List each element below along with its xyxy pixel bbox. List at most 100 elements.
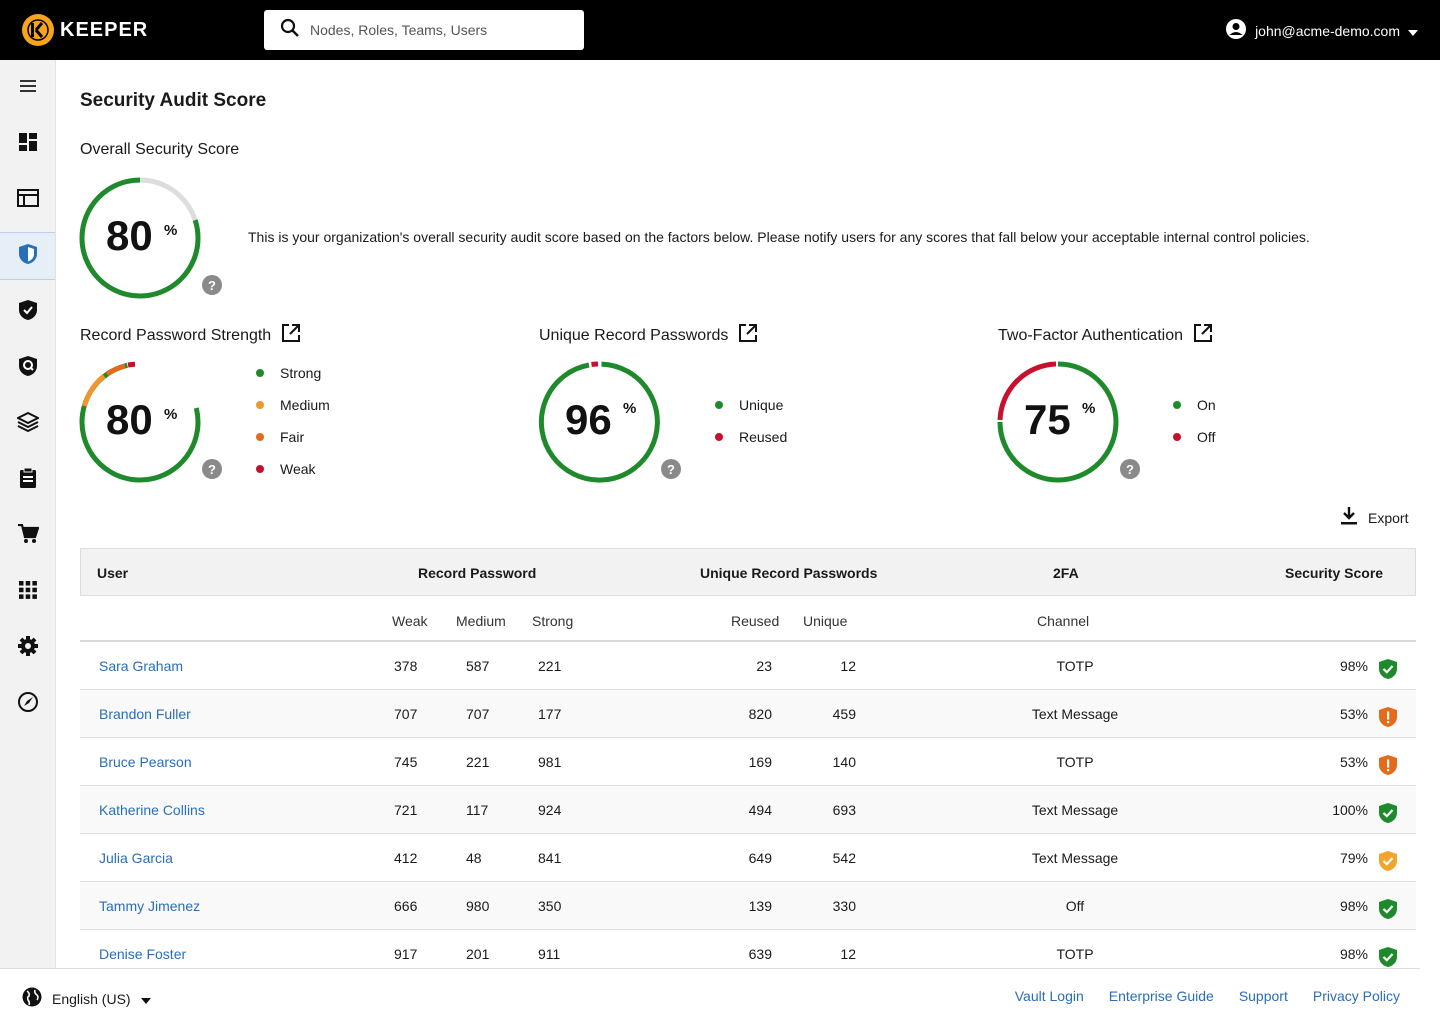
sidebar-item-compliance[interactable] xyxy=(0,344,55,392)
sidebar-item-admin[interactable] xyxy=(0,176,55,224)
export-label: Export xyxy=(1368,509,1409,526)
cell-medium: 587 xyxy=(466,658,490,674)
percent-symbol: % xyxy=(164,222,178,239)
keeper-logo[interactable]: KEEPER xyxy=(22,13,148,47)
users-security-table: User Record Password Unique Record Passw… xyxy=(80,548,1416,978)
cell-medium: 201 xyxy=(466,946,490,962)
user-account-menu[interactable]: john@acme-demo.com xyxy=(1225,18,1418,43)
legend-item: Off xyxy=(1173,421,1216,453)
sidebar-item-cart[interactable] xyxy=(0,512,55,560)
card-title-text: Unique Record Passwords xyxy=(539,326,729,344)
col-unique[interactable]: Unique xyxy=(803,613,848,629)
overall-help-icon[interactable]: ? xyxy=(202,275,222,295)
menu-icon xyxy=(19,79,36,97)
table-row[interactable]: Sara Graham 378 587 221 23 12 TOTP 98% xyxy=(80,642,1416,690)
cell-weak: 666 xyxy=(394,898,418,914)
external-link-icon[interactable] xyxy=(281,323,301,348)
unique-passwords-gauge: 96 % xyxy=(537,360,661,484)
cell-unique: 140 xyxy=(832,754,856,770)
col-group-security-score[interactable]: Security Score xyxy=(1285,565,1384,581)
col-reused[interactable]: Reused xyxy=(731,613,780,629)
footer-link-support[interactable]: Support xyxy=(1238,988,1288,1004)
table-sub-header: Weak Medium Strong Reused Unique Channel xyxy=(80,596,1416,642)
language-selector[interactable]: English (US) xyxy=(22,987,151,1010)
breachwatch-icon xyxy=(18,299,38,326)
user-name-link[interactable]: Bruce Pearson xyxy=(99,754,192,770)
sidebar-nav xyxy=(0,60,56,968)
settings-gear-icon xyxy=(17,635,39,662)
keeper-logo-icon xyxy=(22,14,54,46)
col-group-user[interactable]: User xyxy=(97,565,129,581)
user-name-link[interactable]: Denise Foster xyxy=(99,946,187,962)
shield-check-icon xyxy=(1378,946,1398,968)
col-weak[interactable]: Weak xyxy=(392,613,428,629)
sidebar-item-layers[interactable] xyxy=(0,400,55,448)
user-name-link[interactable]: Julia Garcia xyxy=(99,850,173,866)
col-medium[interactable]: Medium xyxy=(456,613,506,629)
cell-strong: 221 xyxy=(538,658,562,674)
unique-passwords-legend: Unique Reused xyxy=(715,389,787,453)
table-body: Sara Graham 378 587 221 23 12 TOTP 98% Brandon F… xyxy=(80,642,1416,978)
password-strength-help-icon[interactable]: ? xyxy=(202,459,222,479)
export-button[interactable]: Export xyxy=(1340,506,1408,529)
chevron-down-icon xyxy=(140,991,151,1007)
unique-passwords-score: 96 xyxy=(565,396,612,443)
user-name-link[interactable]: Brandon Fuller xyxy=(99,706,191,722)
two-factor-gauge: 75 % xyxy=(996,360,1120,484)
cell-strong: 177 xyxy=(538,706,562,722)
cell-channel: TOTP xyxy=(1056,946,1094,962)
user-name-link[interactable]: Katherine Collins xyxy=(99,802,205,818)
gauge-on-arc xyxy=(997,361,1119,483)
sidebar-item-onboarding[interactable] xyxy=(0,680,55,728)
user-name-link[interactable]: Tammy Jimenez xyxy=(99,898,201,914)
external-link-icon[interactable] xyxy=(738,323,758,348)
gauge-progress-arc xyxy=(79,177,201,299)
cell-strong: 350 xyxy=(538,898,562,914)
percent-symbol: % xyxy=(164,406,178,423)
user-avatar-icon xyxy=(1225,18,1247,43)
unique-passwords-help-icon[interactable]: ? xyxy=(661,459,681,479)
table-row[interactable]: Bruce Pearson 745 221 981 169 140 TOTP 53% xyxy=(80,738,1416,786)
card-title-text: Two-Factor Authentication xyxy=(998,326,1183,344)
legend-item: Strong xyxy=(256,357,330,389)
cell-unique: 459 xyxy=(832,706,856,722)
search-input[interactable] xyxy=(310,22,570,38)
percent-symbol: % xyxy=(1082,400,1096,417)
legend-item: Weak xyxy=(256,453,330,485)
sidebar-item-dashboard[interactable] xyxy=(0,120,55,168)
global-search[interactable] xyxy=(264,10,584,50)
cell-channel: Off xyxy=(1065,898,1085,914)
cell-unique: 693 xyxy=(832,802,856,818)
col-group-2fa: 2FA xyxy=(1053,565,1079,581)
sidebar-menu-toggle[interactable] xyxy=(0,64,55,112)
table-row[interactable]: Julia Garcia 412 48 841 649 542 Text Message 79… xyxy=(80,834,1416,882)
legend-item: Reused xyxy=(715,421,787,453)
sidebar-item-settings[interactable] xyxy=(0,624,55,672)
percent-symbol: % xyxy=(623,400,637,417)
reports-clipboard-icon xyxy=(19,467,37,494)
col-channel[interactable]: Channel xyxy=(1037,613,1090,629)
table-row[interactable]: Brandon Fuller 707 707 177 820 459 Text Messag… xyxy=(80,690,1416,738)
footer-link-enterprise-guide[interactable]: Enterprise Guide xyxy=(1108,988,1214,1004)
table-row[interactable]: Tammy Jimenez 666 980 350 139 330 Off 98% xyxy=(80,882,1416,930)
sidebar-item-reports[interactable] xyxy=(0,456,55,504)
user-name-link[interactable]: Sara Graham xyxy=(99,658,184,674)
table-row[interactable]: Katherine Collins 721 117 924 494 693 Text Mes… xyxy=(80,786,1416,834)
sidebar-item-security-audit[interactable] xyxy=(0,232,55,280)
two-factor-help-icon[interactable]: ? xyxy=(1120,459,1140,479)
top-bar: KEEPER john@acme-demo.com xyxy=(0,0,1440,60)
brand-name: KEEPER xyxy=(60,18,149,41)
cell-reused: 649 xyxy=(748,850,772,866)
footer-link-privacy-policy[interactable]: Privacy Policy xyxy=(1312,988,1400,1004)
shield-check-icon xyxy=(1378,898,1398,920)
sidebar-item-apps[interactable] xyxy=(0,568,55,616)
legend-item: Medium xyxy=(256,389,330,421)
external-link-icon[interactable] xyxy=(1193,323,1213,348)
password-strength-score: 80 xyxy=(106,396,153,443)
search-icon xyxy=(280,18,300,43)
download-icon xyxy=(1340,506,1358,529)
cell-channel: TOTP xyxy=(1056,658,1094,674)
col-strong[interactable]: Strong xyxy=(532,613,574,629)
sidebar-item-breachwatch[interactable] xyxy=(0,288,55,336)
footer-link-vault-login[interactable]: Vault Login xyxy=(1014,988,1084,1004)
